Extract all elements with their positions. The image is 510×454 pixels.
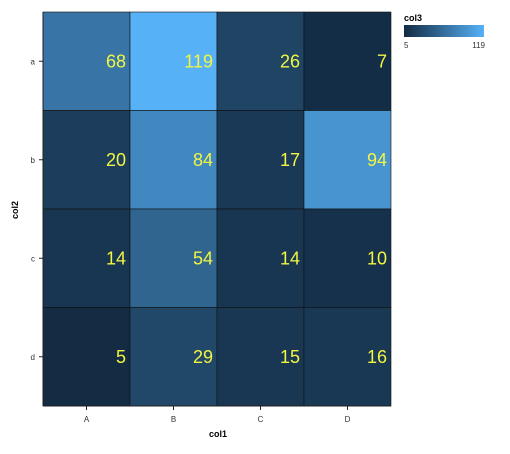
heatmap-cell — [129, 11, 218, 111]
heatmap-cell — [42, 307, 131, 407]
legend-min-label: 5 — [404, 41, 409, 50]
y-tick-label: b — [31, 156, 36, 165]
heatmap-cell — [303, 110, 392, 210]
cell-value-label: 68 — [106, 51, 126, 71]
cell-value-label: 7 — [377, 51, 387, 71]
cell-value-label: 14 — [106, 248, 126, 268]
heatmap-cell — [129, 208, 218, 308]
cell-value-label: 119 — [184, 51, 213, 71]
heatmap-cell — [216, 307, 305, 407]
cell-value-label: 15 — [280, 347, 300, 367]
cell-value-label: 94 — [367, 150, 387, 170]
axes: a b c d A B C D — [31, 12, 391, 424]
cell-value-label: 14 — [280, 248, 300, 268]
y-tick-label: c — [31, 254, 35, 263]
heatmap-cells — [42, 11, 392, 407]
cell-value-label: 17 — [280, 150, 300, 170]
cell-value-label: 84 — [193, 150, 213, 170]
cell-value-label: 10 — [367, 248, 387, 268]
heatmap-cell — [303, 208, 392, 308]
heatmap-cell — [129, 110, 218, 210]
heatmap-cell — [303, 307, 392, 407]
cell-value-label: 20 — [106, 150, 126, 170]
y-tick-label: a — [31, 57, 36, 66]
x-tick-label: D — [345, 415, 351, 424]
heatmap-cell — [129, 307, 218, 407]
cell-value-label: 26 — [280, 51, 300, 71]
heatmap-cell — [216, 11, 305, 111]
y-tick-label: d — [31, 353, 35, 362]
legend-colorbar — [404, 25, 484, 37]
x-axis-title: col1 — [209, 429, 227, 439]
x-tick-label: B — [171, 415, 176, 424]
cell-value-label: 29 — [193, 347, 213, 367]
heatmap-cell — [42, 11, 131, 111]
legend-max-label: 119 — [472, 41, 485, 50]
heatmap-cell — [303, 11, 392, 111]
heatmap-cell — [42, 110, 131, 210]
legend-title: col3 — [404, 13, 422, 23]
x-tick-label: C — [258, 415, 264, 424]
cell-value-label: 5 — [116, 347, 126, 367]
color-legend: col3 5 119 — [404, 13, 486, 50]
x-tick-label: A — [84, 415, 90, 424]
heatmap-cell — [216, 110, 305, 210]
cell-value-label: 16 — [367, 347, 387, 367]
y-axis-title: col2 — [10, 201, 20, 219]
heatmap-cell-labels: 68 119 26 7 20 84 17 94 14 54 14 10 5 29 15 16 — [106, 51, 387, 367]
cell-value-label: 54 — [193, 248, 213, 268]
